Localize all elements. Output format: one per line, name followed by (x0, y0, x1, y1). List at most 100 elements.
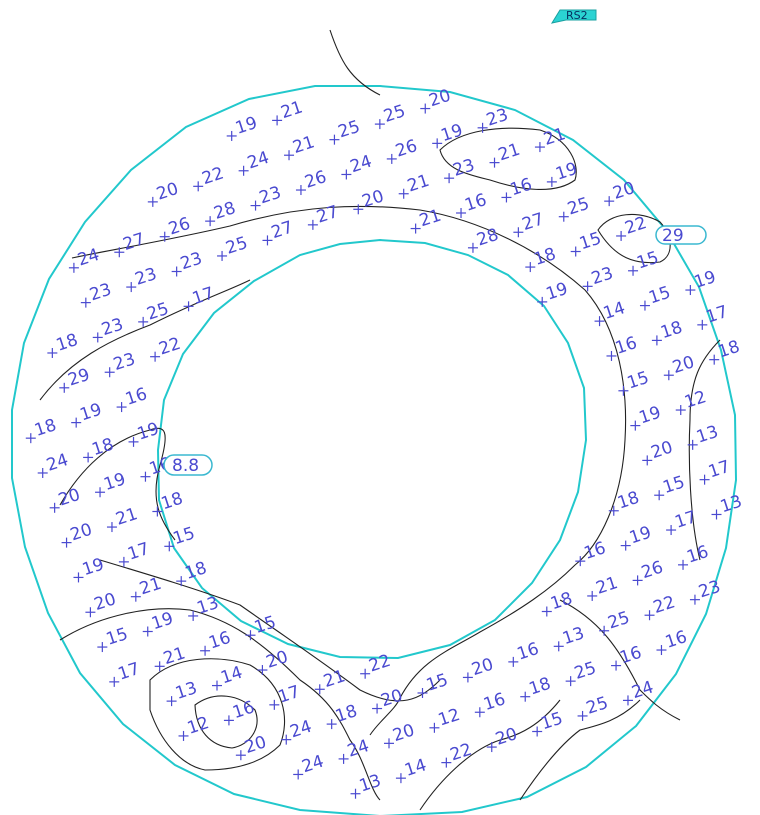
value-label: 23 (689, 577, 723, 605)
value-text: 15 (424, 670, 451, 696)
value-label: 16 (223, 697, 257, 726)
value-text: 24 (44, 450, 71, 476)
value-text: 17 (276, 682, 303, 708)
value-text: 21 (405, 171, 432, 197)
center-tag[interactable]: 8.8 (163, 454, 213, 476)
value-text: 14 (601, 298, 628, 324)
value-label: 18 (651, 317, 685, 346)
value-text: 19 (233, 113, 260, 139)
value-text: 16 (123, 384, 150, 410)
value-label: 15 (97, 624, 130, 653)
value-label: 20 (642, 437, 675, 466)
right-tag[interactable]: 29 (655, 225, 707, 246)
value-text: 17 (672, 507, 699, 533)
value-text: 17 (125, 539, 152, 565)
value-text: 23 (87, 280, 114, 306)
value-text: 28 (474, 225, 501, 251)
value-text: 25 (565, 194, 592, 220)
value-text: 25 (605, 608, 632, 634)
value-text: 21 (278, 97, 305, 123)
inner-boundary (156, 238, 588, 660)
value-label: 21 (534, 124, 568, 153)
value-text: 20 (469, 654, 496, 680)
value-label: 19 (432, 120, 465, 149)
value-label: 16 (508, 639, 541, 667)
value-label: 18 (25, 415, 59, 444)
value-label: 26 (159, 214, 193, 242)
value-label: 17 (697, 302, 730, 330)
value-text: 19 (692, 267, 719, 293)
value-text: 25 (223, 233, 250, 259)
value-label: 18 (326, 701, 360, 730)
value-text: 26 (166, 214, 193, 240)
value-text: 22 (622, 213, 649, 239)
value-text: 19 (627, 523, 654, 549)
value-label: 23 (92, 314, 126, 343)
value-label: 25 (577, 693, 611, 721)
value-label: 28 (467, 225, 501, 253)
value-label: 20 (235, 732, 269, 761)
value-label: 18 (709, 337, 742, 365)
value-text: 20 (670, 352, 697, 378)
value-label: 16 (575, 538, 609, 567)
value-text: 19 (80, 554, 107, 580)
value-label: 16 (611, 643, 644, 671)
value-label: 16 (678, 542, 711, 570)
value-text: 24 (629, 677, 656, 703)
value-label: 22 (644, 592, 678, 621)
value-label: 23 (104, 349, 138, 378)
value-label: 13 (553, 623, 587, 652)
right-tag-label: 29 (662, 226, 684, 246)
value-text: 13 (694, 422, 721, 448)
value-label: 22 (441, 740, 474, 768)
value-text: 20 (611, 178, 638, 204)
value-text: 12 (682, 387, 709, 413)
value-labels: 1921202224212525202427262823262426192323… (25, 86, 745, 799)
value-label: 13 (166, 678, 200, 707)
value-text: 18 (32, 415, 59, 441)
value-label: 16 (116, 384, 150, 413)
value-text: 18 (89, 434, 116, 460)
value-text: 22 (448, 740, 475, 766)
value-label: 16 (606, 333, 640, 361)
value-text: 15 (661, 472, 688, 498)
value-label: 19 (226, 113, 260, 141)
value-text: 16 (230, 697, 257, 723)
value-label: 27 (513, 209, 546, 238)
value-text: 20 (68, 520, 95, 546)
value-text: 20 (493, 724, 520, 750)
value-text: 23 (178, 249, 205, 275)
value-text: 21 (290, 132, 317, 158)
rs2-badge-label: RS2 (566, 9, 588, 22)
value-text: 19 (544, 279, 571, 305)
value-text: 22 (156, 334, 183, 360)
value-label: 12 (429, 705, 463, 733)
value-label: 21 (587, 573, 620, 601)
value-text: 25 (572, 658, 599, 684)
outer-boundary (11, 85, 738, 815)
value-label: 17 (109, 659, 142, 687)
value-text: 21 (496, 140, 523, 166)
value-text: 16 (613, 333, 640, 359)
value-text: 24 (288, 717, 315, 743)
value-label: 15 (417, 670, 451, 698)
value-text: 17 (704, 302, 731, 328)
rs2-badge[interactable]: RS2 (550, 9, 597, 24)
value-label: 18 (176, 558, 209, 587)
value-label: 29 (59, 365, 92, 393)
value-text: 18 (527, 674, 554, 700)
value-label: 25 (599, 608, 632, 636)
value-text: 15 (634, 248, 661, 274)
value-label: 24 (68, 245, 102, 273)
value-label: 19 (128, 419, 162, 447)
value-text: 16 (617, 643, 644, 669)
value-label: 20 (486, 724, 520, 753)
value-label: 21 (154, 643, 188, 672)
value-label: 18 (525, 244, 558, 273)
value-text: 16 (582, 538, 609, 564)
value-label: 19 (546, 159, 580, 187)
value-label: 19 (73, 554, 107, 583)
value-text: 14 (402, 755, 429, 781)
value-text: 20 (242, 732, 269, 758)
value-text: 17 (190, 283, 217, 309)
